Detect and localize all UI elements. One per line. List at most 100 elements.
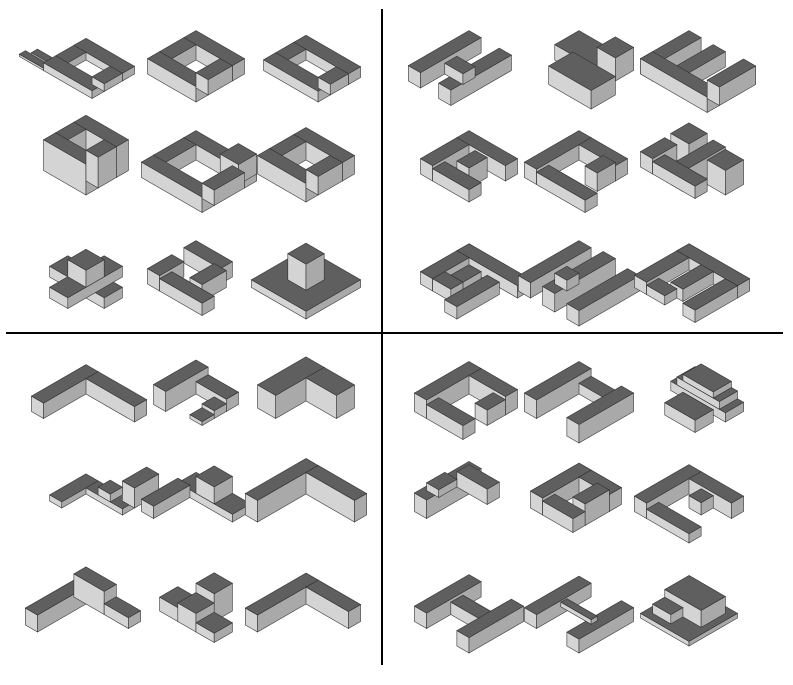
massing-model-drawing xyxy=(159,572,233,644)
massing-model-drawing xyxy=(244,572,362,633)
mass-face xyxy=(305,367,356,396)
mass-face xyxy=(548,51,616,91)
mass-face xyxy=(305,465,368,501)
massing-model-drawing xyxy=(413,361,519,441)
mass-face xyxy=(97,479,123,495)
mass-face xyxy=(425,471,458,491)
mass-face xyxy=(664,575,726,611)
massing-model-drawing xyxy=(24,566,142,633)
massing-model-comb-block xyxy=(639,8,757,114)
massing-model-drawing xyxy=(256,356,356,420)
mass-face xyxy=(67,248,105,271)
mass-face xyxy=(542,493,586,519)
massing-model-layered-courtyard xyxy=(38,108,138,208)
mass-face xyxy=(195,611,233,634)
mass-face xyxy=(201,165,246,191)
massing-model-folded-u xyxy=(523,108,631,214)
mass-face xyxy=(49,473,99,503)
massing-model-drawing xyxy=(523,130,629,214)
mass-face xyxy=(121,466,160,489)
mass-face xyxy=(42,55,105,92)
massing-model-drawing xyxy=(413,461,500,520)
massing-model-large-courtyard xyxy=(140,108,258,214)
mass-face xyxy=(645,501,702,535)
mass-face xyxy=(456,598,525,638)
mass-face xyxy=(189,407,215,422)
massing-model-courtyard-stair xyxy=(18,8,138,108)
mass-face xyxy=(30,364,99,404)
quadrant-bottom-right xyxy=(383,334,793,685)
mass-face xyxy=(444,55,476,75)
massing-model-u-bar xyxy=(523,342,635,444)
mass-face xyxy=(652,596,684,615)
quadrant-top-right xyxy=(383,0,793,332)
mass-face xyxy=(688,488,714,504)
massing-model-drawing xyxy=(146,240,233,317)
massing-model-drawing xyxy=(419,130,519,203)
mass-face xyxy=(413,574,482,614)
massing-model-stair-l xyxy=(38,442,160,542)
mass-face xyxy=(523,130,592,170)
massing-model-cross-tower xyxy=(38,218,138,318)
massing-model-drawing xyxy=(413,574,525,654)
mass-face xyxy=(73,566,117,592)
massing-model-drawing xyxy=(152,359,240,427)
mass-face xyxy=(159,271,215,304)
mass-face xyxy=(91,65,123,85)
massing-model-perforated-cluster xyxy=(633,218,751,324)
mass-face xyxy=(244,572,319,616)
mass-face xyxy=(189,263,227,285)
massing-model-courtyard-block xyxy=(146,8,248,108)
mass-face xyxy=(652,154,708,187)
mass-face xyxy=(645,277,678,297)
mass-face xyxy=(474,392,506,411)
mass-face xyxy=(456,150,488,169)
mass-face xyxy=(85,371,148,407)
mass-face xyxy=(560,598,598,621)
massing-model-tower-on-plinth xyxy=(250,218,362,320)
massing-model-drawing xyxy=(244,458,368,523)
mass-face xyxy=(523,575,592,615)
massing-model-t-bar xyxy=(140,442,252,542)
horizontal-divider xyxy=(6,332,783,334)
mass-face xyxy=(152,359,209,392)
mass-face xyxy=(456,464,500,490)
mass-face xyxy=(262,52,331,92)
mass-face xyxy=(633,464,702,504)
mass-face xyxy=(670,122,708,145)
mass-face xyxy=(706,149,745,171)
mass-face xyxy=(456,243,531,287)
mass-face xyxy=(195,465,233,488)
mass-face xyxy=(566,600,635,640)
mass-face xyxy=(432,161,482,191)
mass-face xyxy=(596,36,635,59)
massing-model-drawing xyxy=(140,130,258,214)
mass-face xyxy=(444,274,500,308)
mass-face xyxy=(219,143,258,165)
mass-face xyxy=(419,137,470,166)
massing-model-stacked-plates xyxy=(641,342,745,442)
massing-model-drawing xyxy=(664,363,745,434)
mass-face xyxy=(639,137,678,159)
mass-face xyxy=(287,242,325,265)
mass-face xyxy=(572,482,610,505)
mass-face xyxy=(584,155,616,174)
massing-model-drawing xyxy=(633,243,751,324)
massing-model-drawing xyxy=(639,575,739,647)
mass-face xyxy=(535,164,598,201)
massing-model-drawing xyxy=(523,575,635,654)
massing-model-double-bar xyxy=(407,8,521,108)
massing-model-drawing xyxy=(419,243,531,320)
mass-face xyxy=(529,462,592,499)
mass-face xyxy=(103,596,142,619)
mass-face xyxy=(432,271,464,290)
mass-face xyxy=(682,363,733,393)
massing-model-plinth-stack xyxy=(639,552,741,652)
massing-model-u-plan xyxy=(413,552,525,654)
mass-face xyxy=(85,139,117,158)
vertical-divider xyxy=(381,9,383,665)
massing-model-interlocked-blocks xyxy=(531,8,635,110)
quadrant-top-left xyxy=(0,0,381,332)
mass-face xyxy=(317,66,350,85)
